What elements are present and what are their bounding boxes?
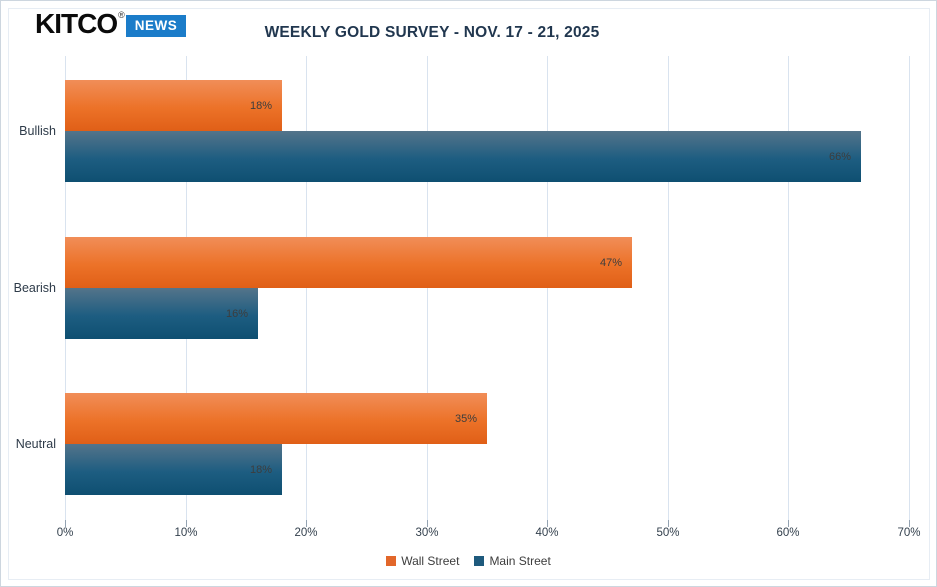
legend-label-main-street: Main Street: [489, 554, 551, 568]
chart-legend: Wall Street Main Street: [1, 554, 936, 568]
x-axis-tick-30%: [427, 520, 428, 527]
x-axis-label-20%: 20%: [294, 527, 318, 539]
bar-wall-street-neutral: 35%: [65, 393, 487, 444]
x-axis-tick-60%: [788, 520, 789, 527]
gridline-60%: [788, 56, 789, 520]
data-label-wall-street-bullish: 18%: [249, 99, 272, 112]
bar-main-street-neutral: 18%: [65, 444, 282, 495]
data-label-main-street-bullish: 66%: [828, 150, 851, 163]
gridline-50%: [668, 56, 669, 520]
x-axis-tick-40%: [547, 520, 548, 527]
category-label-bearish: Bearish: [13, 281, 56, 295]
registered-trademark-icon: ®: [118, 10, 125, 20]
x-axis-tick-50%: [668, 520, 669, 527]
legend-label-wall-street: Wall Street: [401, 554, 460, 568]
gridline-30%: [427, 56, 428, 520]
data-label-main-street-bearish: 16%: [225, 307, 248, 320]
legend-item-main-street: Main Street: [474, 554, 551, 568]
plot-area: 0% 10% 20% 30% 40% 50% 60% 70% 18% 66% 47% 16% 35% 18…: [57, 56, 921, 539]
x-axis-tick-20%: [306, 520, 307, 527]
gridline-70%: [909, 56, 910, 520]
category-label-neutral: Neutral: [15, 437, 56, 451]
gridline-20%: [306, 56, 307, 520]
x-axis-tick-0%: [65, 520, 66, 527]
legend-item-wall-street: Wall Street: [386, 554, 459, 568]
x-axis-label-0%: 0%: [56, 527, 74, 539]
x-axis-label-40%: 40%: [535, 527, 559, 539]
x-axis-tick-10%: [186, 520, 187, 527]
legend-swatch-wall-street: [386, 556, 397, 566]
legend-swatch-main-street: [474, 556, 485, 566]
bar-wall-street-bearish: 47%: [65, 237, 632, 288]
chart-title: WEEKLY GOLD SURVEY - NOV. 17 - 21, 2025: [264, 24, 600, 41]
news-badge: NEWS: [125, 15, 187, 37]
kitco-wordmark: KITCO: [35, 8, 118, 39]
x-axis-label-60%: 60%: [776, 527, 800, 539]
bar-wall-street-bullish: 18%: [65, 80, 282, 131]
x-axis-label-10%: 10%: [174, 527, 198, 539]
kitco-news-logo: KITCO ® NEWS: [35, 8, 187, 39]
bar-main-street-bullish: 66%: [65, 131, 861, 182]
data-label-wall-street-bearish: 47%: [599, 256, 622, 269]
x-axis-label-70%: 70%: [897, 527, 921, 539]
gridline-40%: [547, 56, 548, 520]
data-label-wall-street-neutral: 35%: [454, 412, 477, 425]
x-axis-label-50%: 50%: [656, 527, 680, 539]
category-label-bullish: Bullish: [19, 124, 56, 138]
x-axis-label-30%: 30%: [415, 527, 439, 539]
data-label-main-street-neutral: 18%: [249, 463, 272, 476]
bar-main-street-bearish: 16%: [65, 288, 258, 339]
x-axis-tick-70%: [909, 520, 910, 527]
